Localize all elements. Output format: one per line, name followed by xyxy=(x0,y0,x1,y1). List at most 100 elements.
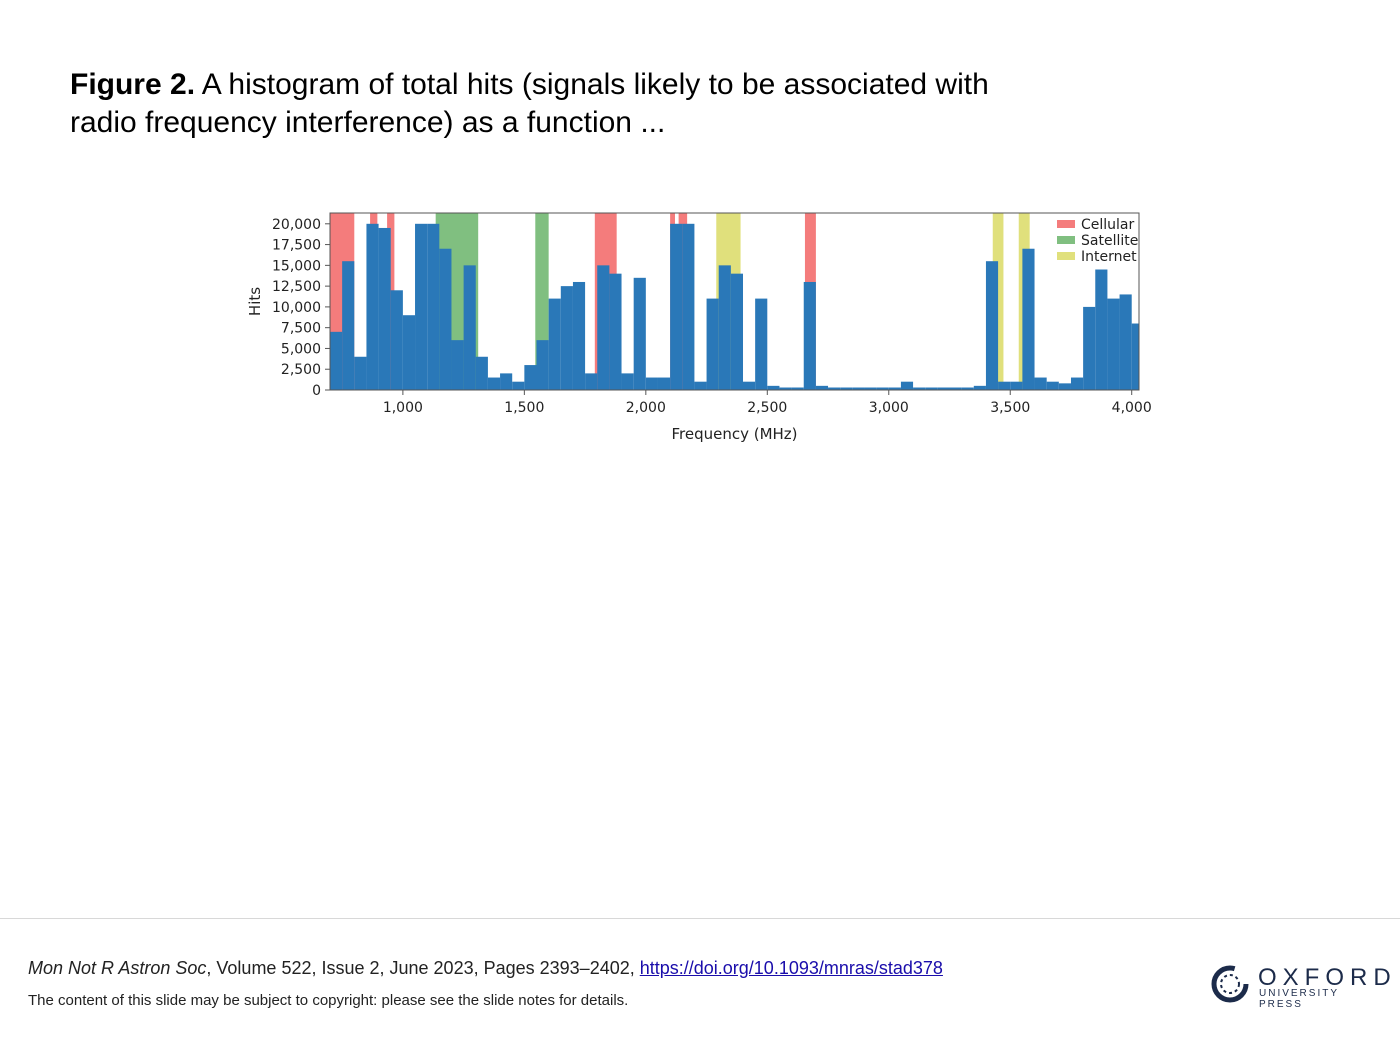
publisher-logo: OXFORD UNIVERSITY PRESS xyxy=(1208,962,1391,1010)
caption-label: Figure 2. xyxy=(70,68,196,101)
bar xyxy=(767,385,780,390)
bar xyxy=(1119,294,1132,390)
bar xyxy=(524,365,537,390)
y-tick-label: 20,000 xyxy=(272,217,321,233)
citation-details: , Volume 522, Issue 2, June 2023, Pages … xyxy=(206,958,640,978)
bar xyxy=(354,356,367,390)
x-tick-label: 1,000 xyxy=(383,400,423,416)
bar xyxy=(463,265,476,390)
legend-label: Internet xyxy=(1081,249,1137,265)
bar xyxy=(876,387,889,390)
bar xyxy=(1022,248,1035,390)
caption: Figure 2. A histogram of total hits (sig… xyxy=(70,66,990,142)
bar xyxy=(913,387,926,390)
legend-swatch xyxy=(1057,236,1075,244)
bar xyxy=(1046,381,1059,390)
legend-swatch xyxy=(1057,220,1075,228)
x-tick-label: 2,000 xyxy=(626,400,666,416)
bar xyxy=(390,290,403,390)
y-tick-label: 10,000 xyxy=(272,300,321,316)
bar xyxy=(439,248,452,390)
bar xyxy=(487,377,501,390)
bar xyxy=(985,261,999,390)
x-tick-label: 3,000 xyxy=(869,400,909,416)
bar xyxy=(694,381,707,390)
journal: Mon Not R Astron Soc xyxy=(28,958,207,978)
bar xyxy=(475,356,488,390)
bar xyxy=(415,223,428,390)
legend-label: Satellite xyxy=(1081,233,1138,249)
y-tick-label: 2,500 xyxy=(281,362,321,378)
bar xyxy=(973,385,986,390)
bar xyxy=(682,223,695,390)
divider xyxy=(0,918,1400,919)
bar xyxy=(621,373,634,390)
bar xyxy=(548,298,561,390)
bar xyxy=(864,387,877,390)
bar xyxy=(1070,377,1084,390)
plot-frame xyxy=(329,212,1140,391)
bar xyxy=(1083,306,1096,390)
bar xyxy=(657,377,671,390)
bar xyxy=(1095,269,1108,390)
bar xyxy=(840,387,853,390)
bar xyxy=(585,373,598,390)
bar xyxy=(597,265,610,390)
bar xyxy=(755,298,768,390)
bar xyxy=(378,227,391,390)
bar xyxy=(609,273,622,390)
logo-name: OXFORD xyxy=(1258,964,1397,991)
bar xyxy=(730,273,744,390)
bar xyxy=(560,286,573,390)
bar xyxy=(1058,383,1071,390)
caption-text: A histogram of total hits (signals likel… xyxy=(70,68,989,139)
y-tick-label: 7,500 xyxy=(281,321,321,337)
bar xyxy=(1034,377,1047,390)
legend-label: Cellular xyxy=(1081,217,1135,233)
bar xyxy=(961,387,974,390)
bar xyxy=(791,387,804,390)
y-tick-label: 0 xyxy=(312,383,321,399)
citation: Mon Not R Astron Soc, Volume 522, Issue … xyxy=(28,958,943,979)
legend-swatch xyxy=(1057,252,1075,260)
bar xyxy=(427,223,440,390)
x-tick-label: 4,000 xyxy=(1112,400,1152,416)
bar xyxy=(366,223,379,390)
x-tick-label: 2,500 xyxy=(747,400,787,416)
y-tick-label: 17,500 xyxy=(272,238,321,254)
logo-mark xyxy=(1211,965,1249,1003)
bar xyxy=(949,387,962,390)
bar xyxy=(828,387,841,390)
bar xyxy=(937,387,950,390)
y-tick-label: 12,500 xyxy=(272,279,321,295)
bar xyxy=(1010,381,1023,390)
bar xyxy=(815,385,829,390)
bar xyxy=(330,331,343,390)
bar xyxy=(852,387,865,390)
bar xyxy=(900,381,914,390)
bar xyxy=(633,277,646,390)
x-axis-label: Frequency (MHz) xyxy=(671,425,797,443)
y-tick-label: 5,000 xyxy=(281,341,321,357)
bar xyxy=(402,315,416,390)
bar xyxy=(451,340,464,390)
x-tick-label: 1,500 xyxy=(504,400,544,416)
bar xyxy=(743,381,756,390)
bar xyxy=(779,387,792,390)
y-axis-label: Hits xyxy=(246,287,264,316)
bar xyxy=(500,373,513,390)
bar xyxy=(1131,323,1139,390)
bar xyxy=(670,223,683,390)
bar xyxy=(512,381,525,390)
bar xyxy=(1107,298,1120,390)
bar xyxy=(803,281,816,390)
bar xyxy=(925,387,938,390)
doi-link[interactable]: https://doi.org/10.1093/mnras/stad378 xyxy=(639,958,943,978)
bar xyxy=(572,281,586,390)
bar xyxy=(998,381,1011,390)
x-tick-label: 3,500 xyxy=(990,400,1030,416)
copyright-notice: The content of this slide may be subject… xyxy=(28,992,629,1009)
logo-subtitle: UNIVERSITY PRESS xyxy=(1259,988,1339,1010)
bar xyxy=(536,340,549,390)
